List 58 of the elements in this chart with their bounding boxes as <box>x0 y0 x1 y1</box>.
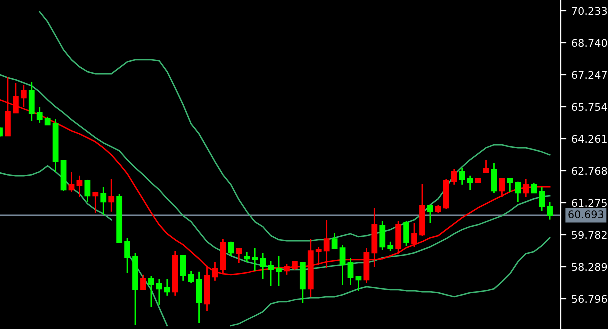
candlestick <box>515 181 522 203</box>
y-tick-label: 70.233 <box>572 7 608 16</box>
candlestick <box>36 106 43 124</box>
candlestick <box>539 186 546 212</box>
candlestick <box>324 219 330 269</box>
candlestick <box>340 244 346 286</box>
candlestick <box>499 178 506 198</box>
candlestick <box>108 178 115 213</box>
candlestick <box>148 275 154 308</box>
y-tick-label: 59.782 <box>572 231 607 240</box>
candlestick <box>28 81 35 122</box>
candlestick <box>547 201 553 221</box>
candlestick <box>483 159 490 174</box>
ref-line-label: 60.693 <box>568 210 604 219</box>
candlestick <box>412 222 418 248</box>
y-tick-label: 68.740 <box>572 39 608 48</box>
candlestick <box>356 275 362 292</box>
candlestick <box>196 271 202 324</box>
candlestick <box>467 175 474 191</box>
candlestick <box>68 171 75 193</box>
candlestick <box>252 247 258 272</box>
y-tick-label: 56.796 <box>572 295 608 304</box>
candlestick <box>388 241 394 252</box>
candlestick <box>404 220 410 247</box>
candlestick <box>84 179 91 203</box>
candlestick <box>523 178 530 198</box>
candlestick <box>188 270 194 284</box>
candlestick <box>428 204 434 224</box>
candlestick <box>140 274 146 291</box>
candlestick <box>180 254 186 282</box>
y-tick-label: 61.275 <box>572 199 607 208</box>
candlestick <box>164 278 170 297</box>
candlestick <box>260 252 266 280</box>
y-tick-label: 62.768 <box>572 167 608 176</box>
candlestick <box>531 182 538 194</box>
candlestick <box>100 186 107 216</box>
candlestick <box>380 220 386 251</box>
candlestick <box>451 168 458 186</box>
candlestick <box>292 260 298 271</box>
candlestick <box>124 237 130 274</box>
candlestick <box>332 232 338 250</box>
candlestick <box>236 248 242 264</box>
candlestick <box>268 260 274 287</box>
candlestick <box>228 241 234 257</box>
candlestick <box>244 251 250 263</box>
y-tick-label: 65.754 <box>572 103 608 112</box>
y-tick-label: 67.247 <box>572 71 607 80</box>
candlestick <box>92 191 99 214</box>
y-tick-label: 64.261 <box>572 135 607 144</box>
candlestick <box>348 257 354 286</box>
candlestick <box>156 278 162 306</box>
candlestick <box>507 177 514 193</box>
candlestick <box>491 162 498 194</box>
candlestick <box>76 175 83 198</box>
candlestick <box>316 246 322 266</box>
y-tick-label: 58.289 <box>572 263 608 272</box>
candlestick <box>276 255 282 287</box>
candlestick <box>459 167 466 186</box>
